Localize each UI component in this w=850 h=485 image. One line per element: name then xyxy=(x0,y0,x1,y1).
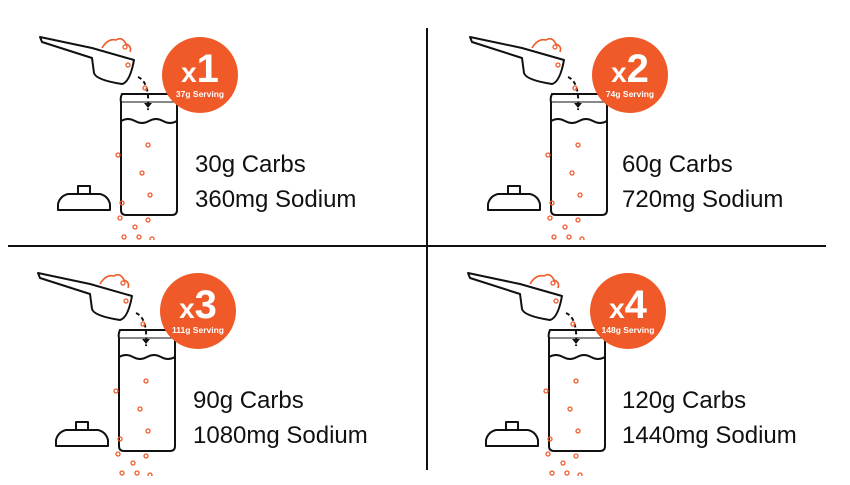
particle xyxy=(145,428,151,434)
carbs-label: 90g Carbs xyxy=(193,387,304,414)
carbs-label: 60g Carbs xyxy=(622,151,733,178)
particle xyxy=(145,142,151,148)
particle xyxy=(134,470,140,476)
particle xyxy=(119,470,125,476)
illustration xyxy=(39,36,238,240)
sodium-label: 360mg Sodium xyxy=(195,186,357,213)
particle xyxy=(553,298,559,304)
multiplier-prefix: x xyxy=(609,293,625,324)
particle xyxy=(143,378,149,384)
illustration xyxy=(37,272,236,476)
particle xyxy=(125,62,131,68)
serving-panel-1: x1 37g Serving 30g Carbs 360mg Sodium xyxy=(30,20,430,240)
particle xyxy=(560,460,566,466)
multiplier-value: 1 xyxy=(196,47,219,91)
carbs-label: 120g Carbs xyxy=(622,387,747,414)
sodium-label: 720mg Sodium xyxy=(622,186,784,213)
particle xyxy=(139,170,145,176)
multiplier-value: 4 xyxy=(624,283,647,327)
multiplier-value: 3 xyxy=(194,283,217,327)
serving-badge xyxy=(590,273,666,349)
serving-badge xyxy=(162,37,238,113)
illustration xyxy=(467,272,666,476)
serving-size-label: 111g Serving xyxy=(172,325,224,335)
particle xyxy=(562,224,568,230)
particle xyxy=(119,200,125,206)
particle xyxy=(549,200,555,206)
particle xyxy=(566,234,572,240)
particle xyxy=(136,234,142,240)
particle xyxy=(573,378,579,384)
particle xyxy=(551,234,557,240)
serving-panel-4: x4 148g Serving 120g Carbs 1440mg Sodium xyxy=(458,256,850,476)
carbs-label: 30g Carbs xyxy=(195,151,306,178)
multiplier-label: x1 xyxy=(160,49,240,89)
scoop-icon xyxy=(469,36,565,85)
particle xyxy=(147,472,153,476)
particle xyxy=(555,62,561,68)
particle xyxy=(549,470,555,476)
particle xyxy=(567,406,573,412)
serving-badge xyxy=(592,37,668,113)
particle xyxy=(137,406,143,412)
particle xyxy=(547,215,553,221)
particle xyxy=(143,453,149,459)
multiplier-prefix: x xyxy=(181,57,197,88)
particle xyxy=(132,224,138,230)
particle xyxy=(572,85,578,91)
particle xyxy=(117,436,123,442)
scoop-icon xyxy=(467,272,563,321)
serving-badge xyxy=(160,273,236,349)
horizontal-divider xyxy=(8,245,826,247)
scoop-icon xyxy=(39,36,135,85)
particle xyxy=(545,152,551,158)
particle xyxy=(570,321,576,327)
serving-panel-3: x3 111g Serving 90g Carbs 1080mg Sodium xyxy=(28,256,428,476)
particle xyxy=(573,453,579,459)
multiplier-label: x2 xyxy=(590,49,670,89)
serving-size-label: 37g Serving xyxy=(175,89,225,99)
bottle-lid-icon xyxy=(485,421,539,447)
particle xyxy=(575,142,581,148)
particle xyxy=(145,217,151,223)
multiplier-label: x3 xyxy=(158,285,238,325)
particle xyxy=(113,388,119,394)
particle xyxy=(142,85,148,91)
scoop-icon xyxy=(37,272,133,321)
sodium-label: 1080mg Sodium xyxy=(193,422,368,449)
particle xyxy=(579,236,585,240)
particle xyxy=(577,472,583,476)
particle xyxy=(115,451,121,457)
multiplier-prefix: x xyxy=(179,293,195,324)
particle xyxy=(564,470,570,476)
particle xyxy=(577,192,583,198)
serving-size-label: 148g Serving xyxy=(601,325,655,335)
multiplier-value: 2 xyxy=(626,47,649,91)
multiplier-prefix: x xyxy=(611,57,627,88)
particle xyxy=(147,192,153,198)
bottle-lid-icon xyxy=(55,421,109,447)
particle xyxy=(140,321,146,327)
particle xyxy=(123,298,129,304)
sodium-label: 1440mg Sodium xyxy=(622,422,797,449)
bottle-lid-icon xyxy=(487,185,541,211)
vertical-divider xyxy=(426,28,428,470)
multiplier-label: x4 xyxy=(588,285,668,325)
particle xyxy=(575,428,581,434)
particle xyxy=(547,436,553,442)
serving-panel-2: x2 74g Serving 60g Carbs 720mg Sodium xyxy=(460,20,850,240)
particle xyxy=(130,460,136,466)
particle xyxy=(575,217,581,223)
particle xyxy=(545,451,551,457)
serving-size-label: 74g Serving xyxy=(605,89,655,99)
particle xyxy=(117,215,123,221)
particle xyxy=(569,170,575,176)
particle xyxy=(149,236,155,240)
particle xyxy=(121,234,127,240)
particle xyxy=(543,388,549,394)
particle xyxy=(115,152,121,158)
bottle-lid-icon xyxy=(57,185,111,211)
illustration xyxy=(469,36,668,240)
